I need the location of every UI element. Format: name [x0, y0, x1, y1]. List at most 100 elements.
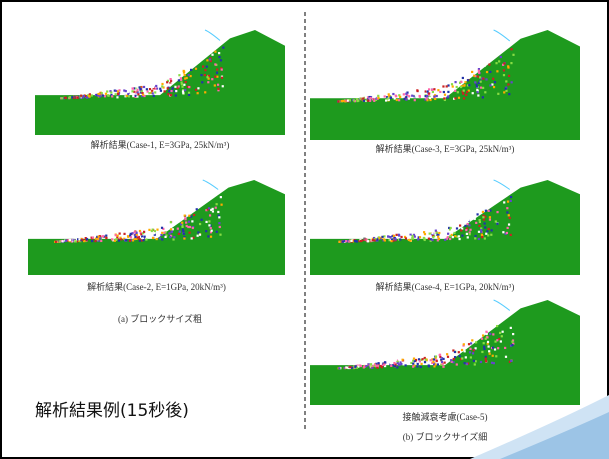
- particle: [188, 215, 190, 217]
- particle: [506, 207, 508, 209]
- particle: [394, 97, 396, 99]
- particle: [466, 91, 468, 93]
- particle: [97, 236, 99, 238]
- particle: [496, 211, 498, 213]
- particle: [481, 236, 483, 238]
- particle: [123, 233, 125, 235]
- particle: [505, 90, 507, 92]
- particle: [181, 86, 183, 88]
- particle: [464, 225, 466, 227]
- particle: [91, 240, 93, 242]
- particle: [169, 84, 171, 86]
- particle: [395, 234, 397, 236]
- particle: [172, 78, 174, 80]
- particle: [433, 96, 435, 98]
- particle: [507, 66, 509, 68]
- particle: [429, 99, 431, 101]
- particle: [125, 90, 127, 92]
- particle: [427, 90, 429, 92]
- particle: [417, 90, 419, 92]
- particle: [214, 76, 216, 78]
- particle: [220, 204, 222, 206]
- particle: [429, 97, 431, 99]
- particle: [491, 362, 493, 364]
- particle: [479, 76, 481, 78]
- particle: [409, 235, 411, 237]
- particle: [460, 229, 462, 231]
- particle: [156, 238, 158, 240]
- particle: [221, 69, 223, 71]
- particle: [424, 361, 426, 363]
- particle: [76, 97, 78, 99]
- particle: [196, 208, 198, 210]
- particle: [166, 81, 168, 83]
- particle: [377, 97, 379, 99]
- particle: [488, 210, 490, 212]
- particle: [484, 222, 486, 224]
- particle: [195, 68, 197, 70]
- particle: [399, 238, 401, 240]
- particle: [218, 52, 220, 54]
- particle: [446, 85, 448, 87]
- particle: [188, 232, 190, 234]
- particle: [111, 95, 113, 97]
- particle: [206, 66, 208, 68]
- particle: [378, 362, 380, 364]
- particle: [188, 86, 190, 88]
- particle: [387, 97, 389, 99]
- particle: [338, 367, 340, 369]
- particle: [436, 95, 438, 97]
- particle: [490, 234, 492, 236]
- particle: [148, 92, 150, 94]
- particle: [115, 238, 117, 240]
- particle: [136, 89, 138, 91]
- particle: [116, 96, 118, 98]
- particle: [488, 63, 490, 65]
- particle: [495, 220, 497, 222]
- particle: [412, 235, 414, 237]
- particle: [486, 71, 488, 73]
- particle: [512, 54, 514, 56]
- particle: [464, 81, 466, 83]
- particle: [507, 201, 509, 203]
- particle: [383, 235, 385, 237]
- particle: [65, 240, 67, 242]
- particle: [191, 220, 193, 222]
- particle: [402, 359, 404, 361]
- particle: [512, 333, 514, 335]
- particle: [511, 344, 513, 346]
- particle: [469, 229, 471, 231]
- particle: [444, 362, 446, 364]
- particle: [183, 233, 185, 235]
- particle: [451, 229, 453, 231]
- particle: [398, 99, 400, 101]
- particle: [102, 235, 104, 237]
- particle: [356, 240, 358, 242]
- particle: [370, 97, 372, 99]
- particle: [405, 93, 407, 95]
- particle: [170, 94, 172, 96]
- particle: [449, 238, 451, 240]
- particle: [494, 81, 496, 83]
- particle: [377, 95, 379, 97]
- particle: [207, 235, 209, 237]
- particle: [161, 238, 163, 240]
- particle: [456, 86, 458, 88]
- particle: [508, 214, 510, 216]
- particle: [105, 93, 107, 95]
- particle: [390, 240, 392, 242]
- particle: [197, 235, 199, 237]
- particle: [442, 85, 444, 87]
- particle: [465, 356, 467, 358]
- particle: [125, 239, 127, 241]
- particle: [105, 235, 107, 237]
- particle: [432, 361, 434, 363]
- particle: [503, 74, 505, 76]
- particle: [216, 68, 218, 70]
- particle: [178, 233, 180, 235]
- particle: [97, 238, 99, 240]
- particle: [475, 341, 477, 343]
- particle: [470, 218, 472, 220]
- particle: [129, 240, 131, 242]
- particle: [342, 240, 344, 242]
